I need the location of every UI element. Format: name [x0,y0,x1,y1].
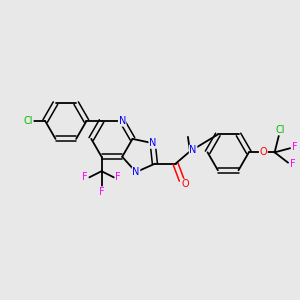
Text: Cl: Cl [275,124,285,135]
Text: F: F [115,172,121,182]
Text: N: N [149,138,156,148]
Text: F: F [290,159,296,169]
Text: F: F [82,172,88,182]
Text: O: O [181,179,189,189]
Text: O: O [260,147,267,158]
Text: F: F [99,187,104,197]
Text: Cl: Cl [23,116,33,126]
Text: N: N [118,116,126,126]
Text: F: F [292,142,298,152]
Text: N: N [132,167,140,177]
Text: N: N [189,145,197,155]
